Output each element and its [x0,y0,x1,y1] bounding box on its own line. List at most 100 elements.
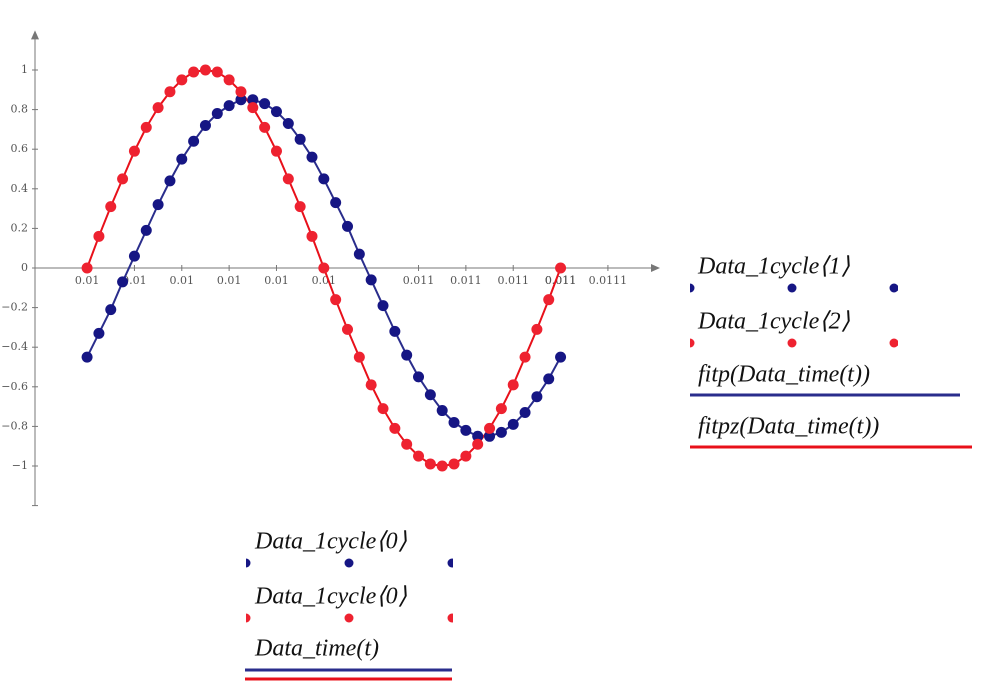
data-point [247,94,259,106]
data-point [389,422,401,434]
data-point [436,460,448,472]
data-point [164,175,176,187]
data-point [176,74,188,86]
data-point [507,379,519,391]
data-point [484,422,496,434]
data-point [484,430,496,442]
data-point [176,153,188,165]
legend-dot [447,613,453,623]
data-point [223,74,235,86]
data-point [211,66,223,78]
data-point [365,274,377,286]
data-point [235,86,247,98]
data-point [188,66,200,78]
data-point [318,173,330,185]
data-point [294,201,306,213]
data-point [413,371,425,383]
data-point [448,458,460,470]
x-tick-label: 0.011 [545,274,577,287]
data-point [81,262,93,274]
y-tick-label: −0.8 [1,419,28,432]
y-tick-label: 0.6 [11,142,29,155]
legend-dot [344,558,354,568]
data-point [93,327,105,339]
legend-dot [246,558,251,568]
data-point [507,418,519,430]
data-point [117,276,129,288]
x-axis-arrow [651,264,660,272]
x-tick-label: 0.01 [122,274,147,287]
x-tick-label: 0.011 [545,274,577,287]
y-tick-label: 0.8 [11,103,29,116]
y-tick-label: −0.6 [1,380,28,393]
data-point [128,250,140,262]
y-axis-arrow [31,30,39,40]
data-point [105,304,117,316]
data-point [294,133,306,145]
x-tick-label: 0.01 [217,274,242,287]
data-point [330,294,342,306]
legend-dot [344,613,354,623]
data-point [140,224,152,236]
data-point [270,145,282,157]
data-point [152,102,164,114]
x-tick-label: 0.011 [497,274,529,287]
legend-dot [787,338,797,348]
data-point [270,106,282,118]
legend-dot [889,338,898,348]
y-tick-label: 0 [21,261,28,274]
data-point [401,349,413,361]
data-point [555,262,567,274]
legend-label: Data_1cycle⟨2⟩ [697,309,851,335]
x-tick-label: 0.0111 [589,274,628,287]
data-point [424,389,436,401]
y-tick-label: 0.4 [11,182,29,195]
data-point [472,438,484,450]
data-point [93,230,105,242]
legend-label: fitpz(Data_time(t)) [698,414,879,440]
legend-dot [447,558,453,568]
data-point [164,86,176,98]
x-tick-label: 0.011 [403,274,435,287]
data-point [282,117,294,129]
x-tick-label: 0.01 [75,274,100,287]
x-legend-label: Data_time(t) [254,636,379,662]
data-point [495,403,507,415]
data-point [424,458,436,470]
legend-label: Data_1cycle⟨1⟩ [697,254,851,280]
legend-label: fitp(Data_time(t)) [698,362,870,388]
data-point [199,64,211,76]
data-point [401,438,413,450]
data-point [188,135,200,147]
data-point [519,407,531,419]
data-point [377,300,389,312]
data-point [282,173,294,185]
data-point [259,121,271,133]
data-point [247,102,259,114]
data-point [353,351,365,363]
data-point [259,98,271,110]
y-tick-label: 1 [21,63,28,76]
data-point [353,248,365,260]
data-point [543,373,555,385]
data-point [211,108,223,120]
data-point [199,119,211,131]
y-tick-label: −1 [12,459,28,472]
data-point [543,294,555,306]
x-tick-label: 0.01 [312,274,337,287]
legend-dot [787,283,797,293]
data-point [365,379,377,391]
x-legend-label: Data_1cycle⟨0⟩ [254,584,408,610]
data-point [531,323,543,335]
data-point [128,145,140,157]
data-point [495,426,507,438]
x-tick-label: 0.011 [450,274,482,287]
data-point [472,430,484,442]
data-point [519,351,531,363]
legend-dot [690,283,695,293]
data-point [342,220,353,232]
data-point [152,199,164,211]
y-tick-label: −0.2 [1,301,28,314]
data-point [460,424,472,436]
data-point [105,201,117,213]
